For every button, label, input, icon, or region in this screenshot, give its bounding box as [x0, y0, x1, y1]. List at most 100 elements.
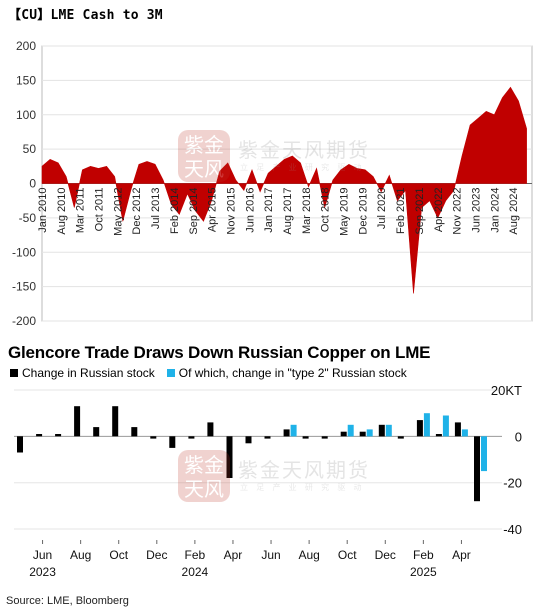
x-tick-label: Jun [33, 548, 52, 562]
source-note: Source: LME, Bloomberg [6, 595, 129, 607]
bar-type2-stock [423, 413, 430, 437]
x-tick-label: Aug 2024 [508, 188, 520, 235]
legend-item-type2: Of which, change in "type 2" Russian sto… [166, 366, 407, 380]
bar-type2-stock [385, 424, 392, 437]
bar-russian-stock [397, 436, 404, 439]
bar-russian-stock [17, 436, 23, 453]
x-tick-label: Feb 2014 [169, 188, 181, 234]
bar-type2-stock [481, 436, 487, 472]
bar-russian-stock [150, 436, 157, 439]
legend-swatch-black [10, 369, 18, 377]
x-tick-label: Aug [70, 548, 91, 562]
bar-russian-stock [112, 406, 119, 437]
bar-russian-stock [340, 431, 347, 437]
bar-russian-stock [207, 422, 214, 437]
y-tick-label: -40 [503, 522, 522, 537]
x-tick-label: Oct [338, 548, 357, 562]
x-tick-label: Jan 2017 [263, 188, 275, 233]
x-tick-label: Jun 2023 [470, 188, 482, 233]
x-tick-label: Jul 2013 [150, 188, 162, 230]
bar-russian-stock [188, 436, 195, 439]
x-tick-label: Dec [375, 548, 396, 562]
x-tick-label: Aug 2017 [282, 188, 294, 235]
legend-swatch-blue [166, 369, 175, 377]
x-tick-label: Apr 2015 [207, 188, 219, 233]
y-tick-label: 150 [16, 73, 36, 87]
legend: Change in Russian stock Of which, change… [10, 366, 407, 380]
bar-type2-stock [442, 415, 449, 437]
y-tick-label: 0 [29, 177, 36, 191]
bar-russian-stock [378, 424, 385, 437]
y-tick-label: 100 [16, 108, 36, 122]
bar-russian-stock [416, 420, 423, 437]
x-tick-label: Jun [261, 548, 280, 562]
y-tick-label: 200 [16, 39, 36, 53]
bar-russian-stock [283, 429, 290, 437]
x-tick-label: Nov 2015 [225, 188, 237, 235]
x-tick-label: Feb [413, 548, 434, 562]
x-tick-label: Aug [298, 548, 319, 562]
x-tick-label: Apr 2022 [433, 188, 445, 233]
bar-type2-stock [461, 429, 468, 437]
bar-russian-stock [435, 434, 442, 437]
legend-item-russian-stock: Change in Russian stock [10, 366, 155, 380]
bar-russian-stock [454, 422, 461, 437]
bar-russian-stock [321, 436, 328, 439]
top-chart-title: 【CU】LME Cash to 3M [8, 8, 163, 23]
x-tick-label: Dec 2019 [357, 188, 369, 235]
x-tick-label: Mar 2011 [75, 188, 87, 234]
x-tick-label: Jul 2020 [376, 188, 388, 230]
x-tick-label: Apr [224, 548, 243, 562]
x-tick-label: May 2019 [339, 188, 351, 236]
russian-stock-chart: 20KT 0 -20 -40 Jun Aug Oct Dec Feb Apr Jun Aug Oct De… [14, 383, 522, 579]
x-year-label: 2023 [29, 565, 56, 579]
x-tick-label: Dec [146, 548, 167, 562]
bar-type2-stock [290, 424, 297, 437]
x-tick-label: Sep 2014 [188, 188, 200, 235]
x-tick-label: Mar 2018 [301, 188, 313, 234]
y-tick-label: -100 [12, 245, 36, 259]
y-tick-label: 50 [23, 142, 37, 156]
y-tick-label: -20 [503, 476, 522, 491]
bar-russian-stock [74, 406, 81, 437]
x-tick-label: Apr [452, 548, 471, 562]
x-tick-label: Jan 2010 [37, 188, 49, 233]
y-tick-label: -50 [19, 211, 37, 225]
y-tick-label: 0 [515, 429, 522, 444]
x-tick-label: Aug 2010 [56, 188, 68, 235]
bar-russian-stock [245, 436, 252, 444]
x-tick-label: Oct [109, 548, 128, 562]
x-tick-label: Dec 2012 [131, 188, 143, 235]
bar-russian-stock [93, 427, 100, 437]
x-tick-label: Nov 2022 [452, 188, 464, 235]
bar-russian-stock [226, 436, 233, 478]
x-year-label: 2024 [182, 565, 209, 579]
y-tick-label: 20KT [491, 383, 522, 398]
bar-type2-stock [366, 429, 373, 437]
x-tick-label: Feb 2021 [395, 188, 407, 234]
bar-russian-stock [55, 434, 62, 437]
x-tick-label: Sep 2021 [414, 188, 426, 235]
bar-russian-stock [36, 434, 43, 437]
legend-label-type2: Of which, change in "type 2" Russian sto… [178, 366, 407, 380]
x-year-label: 2025 [410, 565, 437, 579]
x-tick-label: Oct 2018 [320, 188, 332, 233]
x-tick-label: Oct 2011 [94, 188, 106, 232]
cash-to-3m-chart: 200 150 100 50 0 -50 -100 -150 -200 Jan 2010 Aug 2… [12, 39, 533, 328]
legend-label-russian-stock: Change in Russian stock [22, 366, 155, 380]
x-tick-label: May 2012 [112, 188, 124, 236]
x-tick-label: Jun 2016 [244, 187, 256, 232]
bar-russian-stock [264, 436, 271, 439]
y-tick-label: -200 [12, 314, 36, 328]
bar-russian-stock [169, 436, 176, 448]
x-tick-label: Feb [185, 548, 206, 562]
bar-russian-stock [474, 436, 480, 502]
x-tick-label: Jan 2024 [489, 188, 501, 233]
bar-russian-stock [131, 427, 138, 437]
series-area [41, 86, 527, 294]
bottom-chart-title: Glencore Trade Draws Down Russian Copper… [8, 343, 431, 362]
bar-russian-stock [302, 436, 309, 439]
y-tick-label: -150 [12, 280, 36, 294]
bar-russian-stock [359, 431, 366, 437]
bar-type2-stock [347, 424, 354, 437]
